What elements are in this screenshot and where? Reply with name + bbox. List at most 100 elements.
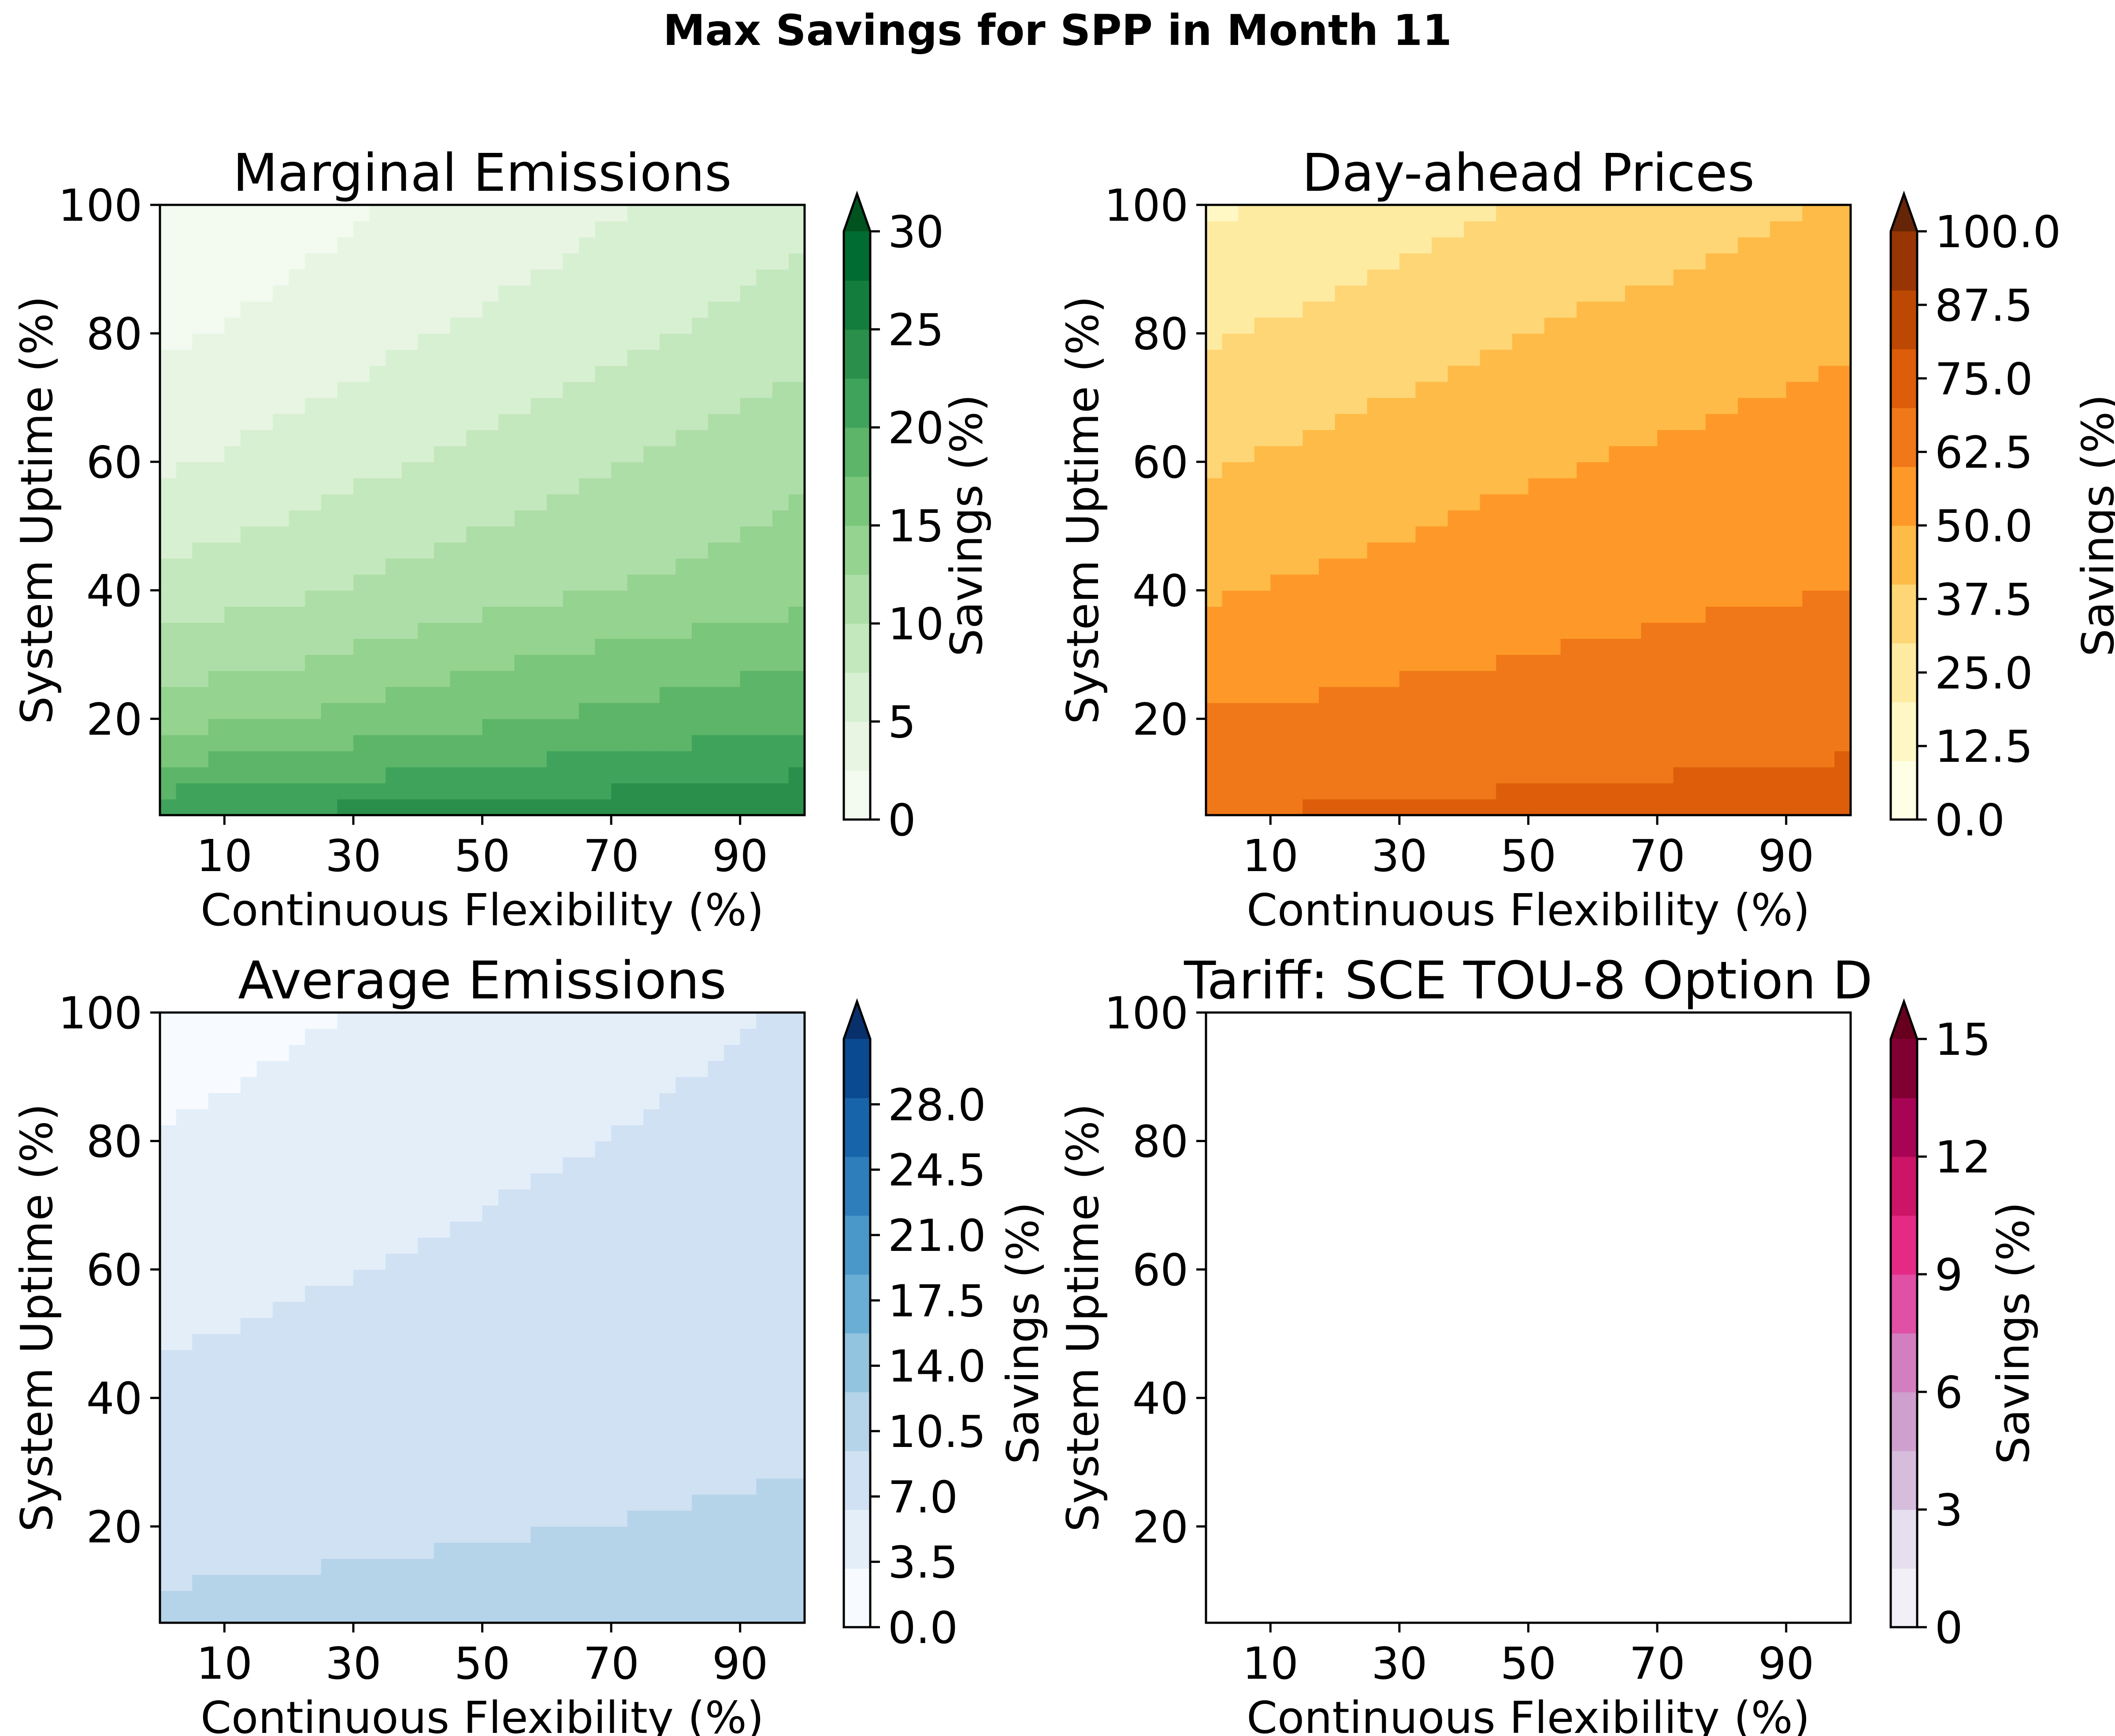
contour-cell (1592, 799, 1610, 816)
contour-cell (595, 317, 612, 334)
contour-cell (1657, 783, 1674, 800)
contour-cell (418, 686, 434, 703)
contour-cell (208, 413, 225, 430)
contour-cell (434, 1542, 451, 1559)
contour-cell (273, 317, 289, 334)
contour-cell (1641, 365, 1658, 382)
contour-cell (740, 767, 757, 783)
contour-cell (434, 317, 451, 334)
contour-cell (643, 799, 660, 816)
contour-cell (643, 205, 660, 222)
contour-cell (691, 413, 709, 430)
contour-cell (740, 365, 757, 382)
contour-cell (1222, 574, 1239, 591)
contour-cell (1399, 333, 1416, 350)
contour-cell (192, 1302, 209, 1318)
contour-cell (1302, 558, 1319, 575)
contour-cell (1770, 686, 1787, 703)
contour-cell (240, 1382, 257, 1398)
contour-cell (192, 542, 209, 559)
contour-cell (1222, 269, 1239, 286)
contour-cell (1705, 397, 1722, 414)
contour-cell (1254, 783, 1271, 800)
contour-cell (1834, 606, 1851, 623)
contour-cell (450, 606, 467, 623)
contour-cell (208, 638, 225, 655)
contour-cell (1834, 365, 1851, 382)
contour-cell (321, 654, 338, 671)
contour-cell (305, 654, 322, 671)
contour-cell (273, 574, 289, 591)
contour-cell (1254, 542, 1271, 559)
contour-cell (724, 1061, 741, 1077)
contour-cell (369, 1205, 386, 1222)
contour-cell (1432, 478, 1448, 494)
contour-cell (256, 606, 273, 623)
contour-cell (450, 381, 467, 398)
contour-cell (289, 654, 305, 671)
contour-cell (788, 1558, 805, 1575)
contour-cell (627, 253, 644, 270)
contour-cell (1609, 462, 1625, 479)
contour-cell (1689, 333, 1706, 350)
contour-cell (1754, 574, 1770, 591)
contour-cell (756, 478, 773, 494)
contour-cell (369, 1510, 386, 1527)
contour-cell (418, 1430, 434, 1447)
contour-cell (434, 1606, 451, 1623)
contour-cell (466, 1269, 483, 1286)
contour-cell (1705, 237, 1722, 254)
contour-cell (1496, 606, 1513, 623)
contour-cell (1270, 574, 1287, 591)
contour-cell (788, 622, 805, 639)
contour-cell (659, 1013, 676, 1029)
contour-cell (531, 767, 547, 783)
contour-cell (240, 1494, 257, 1511)
contour-cell (659, 1365, 676, 1383)
contour-cell (514, 1302, 531, 1318)
contour-cell (466, 1141, 483, 1157)
contour-cell (1319, 430, 1336, 446)
contour-cell (482, 1302, 499, 1318)
contour-cell (1657, 799, 1674, 816)
contour-cell (289, 349, 305, 366)
contour-cell (659, 1333, 676, 1350)
contour-cell (305, 349, 322, 366)
contour-cell (434, 686, 451, 703)
contour-cell (1737, 445, 1755, 462)
contour-cell (756, 670, 773, 687)
contour-cell (1560, 285, 1577, 302)
contour-cell (1512, 205, 1529, 222)
contour-cell (418, 622, 434, 639)
contour-cell (579, 285, 596, 302)
contour-cell (208, 1237, 225, 1254)
contour-cell (1592, 734, 1610, 752)
contour-cell (192, 1510, 209, 1527)
contour-cell (273, 1109, 289, 1125)
contour-cell (1480, 767, 1497, 783)
contour-cell (273, 430, 289, 446)
contour-cell (740, 237, 757, 254)
contour-cell (1737, 686, 1755, 703)
contour-cell (321, 638, 338, 655)
contour-cell (1722, 799, 1738, 816)
contour-cell (1302, 397, 1319, 414)
contour-cell (1286, 590, 1303, 607)
contour-cell (208, 1478, 225, 1495)
contour-cell (160, 1093, 177, 1109)
contour-cell (643, 301, 660, 318)
contour-cell (579, 462, 596, 479)
contour-cell (321, 1558, 338, 1575)
contour-cell (788, 397, 805, 414)
contour-cell (740, 1221, 757, 1238)
y-tick-label: 40 (1132, 565, 1188, 617)
contour-cell (1834, 205, 1851, 222)
contour-cell (1480, 205, 1497, 222)
contour-cell (256, 783, 273, 800)
contour-cell (289, 1028, 305, 1045)
contour-cell (611, 462, 628, 479)
contour-cell (498, 365, 515, 382)
contour-cell (740, 1205, 757, 1222)
contour-cell (788, 670, 805, 687)
contour-cell (305, 1462, 322, 1479)
